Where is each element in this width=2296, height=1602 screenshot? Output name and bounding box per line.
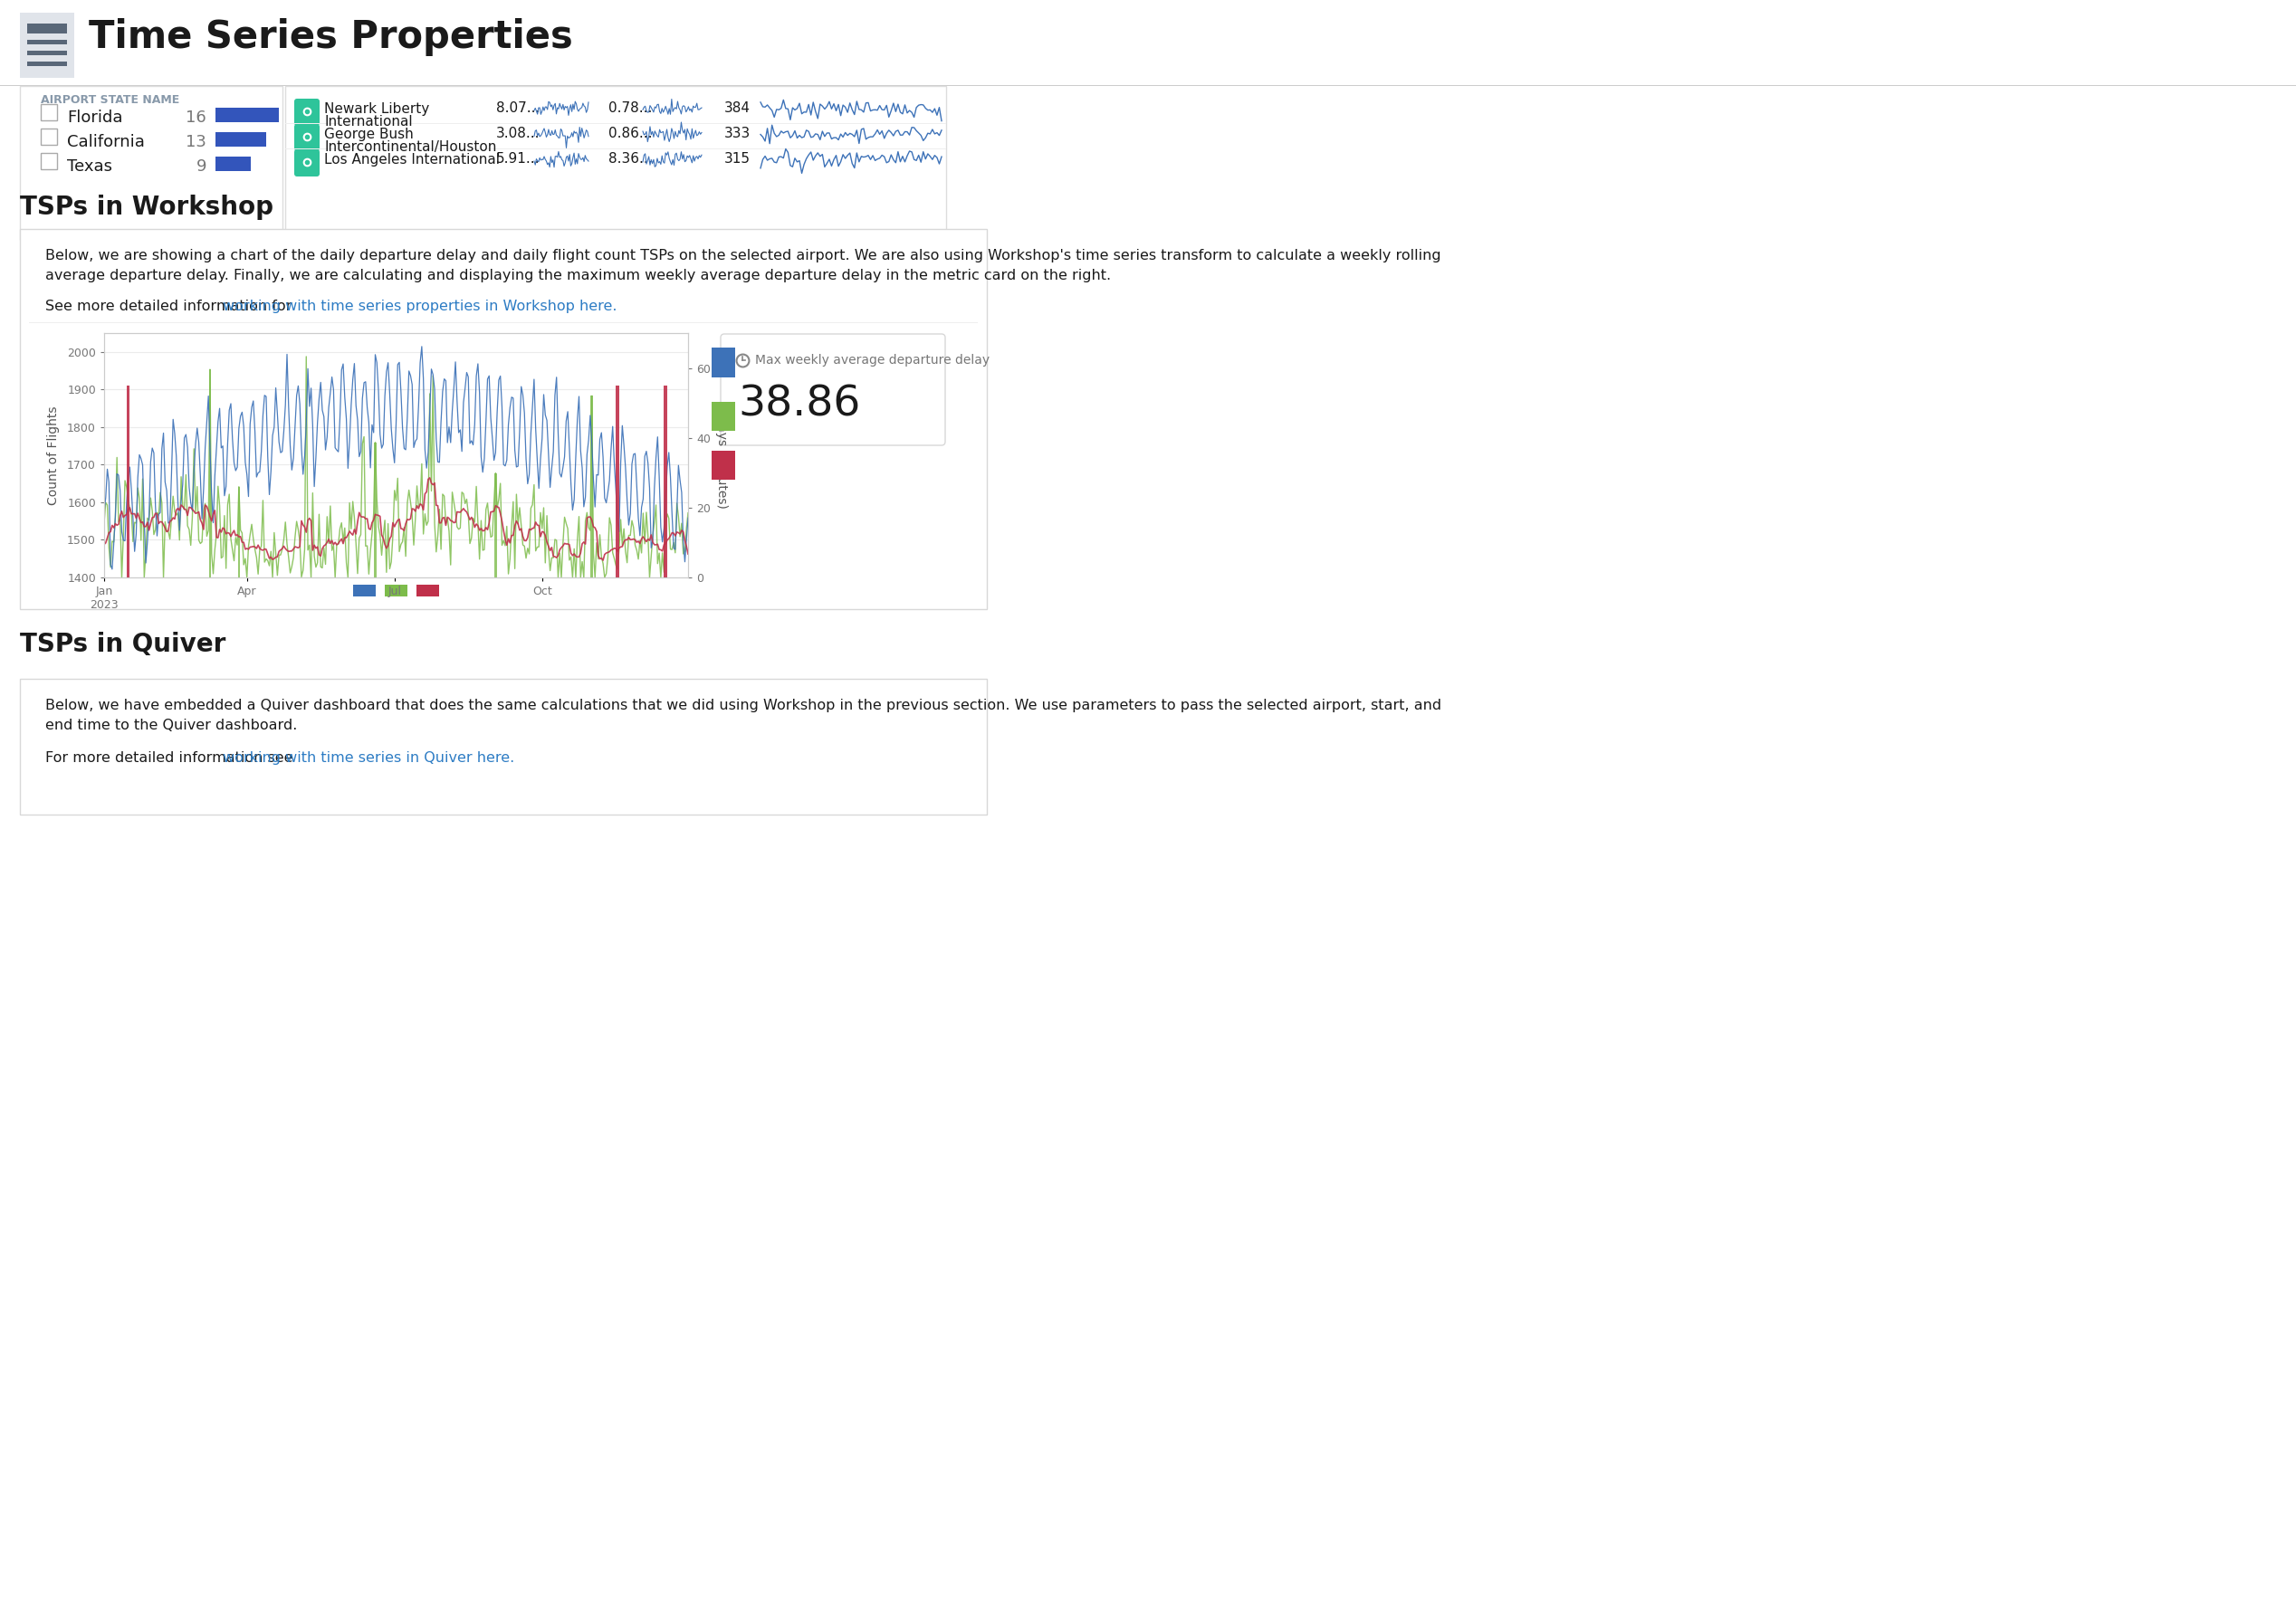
Text: 8.36...: 8.36... — [608, 152, 652, 167]
Text: Florida: Florida — [67, 109, 122, 127]
Bar — [285, 87, 946, 240]
Text: 0.78...: 0.78... — [608, 103, 652, 115]
Bar — [21, 229, 987, 609]
FancyBboxPatch shape — [712, 402, 735, 431]
Text: 9: 9 — [195, 159, 207, 175]
Bar — [126, 386, 131, 577]
FancyBboxPatch shape — [712, 450, 735, 479]
Bar — [216, 131, 266, 147]
Text: 5.91...: 5.91... — [496, 152, 540, 167]
Text: 38.86: 38.86 — [737, 384, 861, 426]
Bar — [41, 128, 57, 144]
Text: end time to the Quiver dashboard.: end time to the Quiver dashboard. — [46, 719, 296, 732]
Bar — [28, 24, 67, 30]
Bar — [216, 107, 278, 122]
Bar — [28, 40, 67, 45]
Text: TSPs in Workshop: TSPs in Workshop — [21, 194, 273, 219]
Text: Below, we have embedded a Quiver dashboard that does the same calculations that : Below, we have embedded a Quiver dashboa… — [46, 698, 1442, 713]
Bar — [28, 51, 67, 54]
Text: For more detailed information see: For more detailed information see — [46, 751, 298, 764]
Bar — [239, 487, 241, 577]
FancyBboxPatch shape — [294, 123, 319, 151]
Bar — [386, 585, 406, 596]
Text: working with time series in Quiver here.: working with time series in Quiver here. — [223, 751, 514, 764]
Bar — [374, 442, 377, 577]
Text: Max weekly average departure delay: Max weekly average departure delay — [755, 354, 990, 367]
Text: Time Series Properties: Time Series Properties — [90, 18, 574, 56]
Text: Newark Liberty: Newark Liberty — [324, 103, 429, 115]
Bar — [354, 585, 377, 596]
Bar — [615, 386, 620, 577]
Bar — [41, 104, 57, 120]
Text: 315: 315 — [723, 152, 751, 167]
Text: 8.07...: 8.07... — [496, 103, 540, 115]
Text: average departure delay. Finally, we are calculating and displaying the maximum : average departure delay. Finally, we are… — [46, 269, 1111, 282]
Text: See more detailed information for: See more detailed information for — [46, 300, 296, 312]
Text: 3.08...: 3.08... — [496, 127, 540, 141]
Text: TSPs in Quiver: TSPs in Quiver — [21, 631, 225, 657]
Bar — [21, 87, 282, 240]
Text: Intercontinental/Houston: Intercontinental/Houston — [324, 141, 496, 154]
Bar — [216, 157, 250, 171]
Text: 333: 333 — [723, 127, 751, 141]
Y-axis label: Count of Flights: Count of Flights — [46, 405, 60, 505]
Text: working with time series properties in Workshop here.: working with time series properties in W… — [223, 300, 618, 312]
Text: California: California — [67, 135, 145, 151]
Bar — [664, 386, 668, 577]
Bar — [416, 585, 439, 596]
Text: 16: 16 — [186, 109, 207, 127]
Text: Los Angeles International: Los Angeles International — [324, 152, 501, 167]
Text: George Bush: George Bush — [324, 128, 413, 141]
Bar — [590, 396, 592, 577]
Bar — [209, 370, 211, 577]
Y-axis label: Delays (Minutes): Delays (Minutes) — [716, 402, 728, 508]
Text: Below, we are showing a chart of the daily departure delay and daily flight coun: Below, we are showing a chart of the dai… — [46, 248, 1442, 263]
Text: Texas: Texas — [67, 159, 113, 175]
Text: AIRPORT STATE NAME: AIRPORT STATE NAME — [41, 95, 179, 106]
FancyBboxPatch shape — [721, 333, 946, 445]
Text: 0.86...: 0.86... — [608, 127, 652, 141]
Bar — [28, 61, 67, 66]
Text: 384: 384 — [723, 103, 751, 115]
FancyBboxPatch shape — [294, 99, 319, 127]
Bar — [21, 13, 73, 78]
FancyBboxPatch shape — [294, 149, 319, 176]
Bar — [41, 152, 57, 170]
Bar — [28, 29, 67, 34]
FancyBboxPatch shape — [712, 348, 735, 376]
Bar — [21, 679, 987, 814]
Bar — [494, 473, 496, 577]
Text: International: International — [324, 115, 413, 128]
Text: 13: 13 — [186, 135, 207, 151]
